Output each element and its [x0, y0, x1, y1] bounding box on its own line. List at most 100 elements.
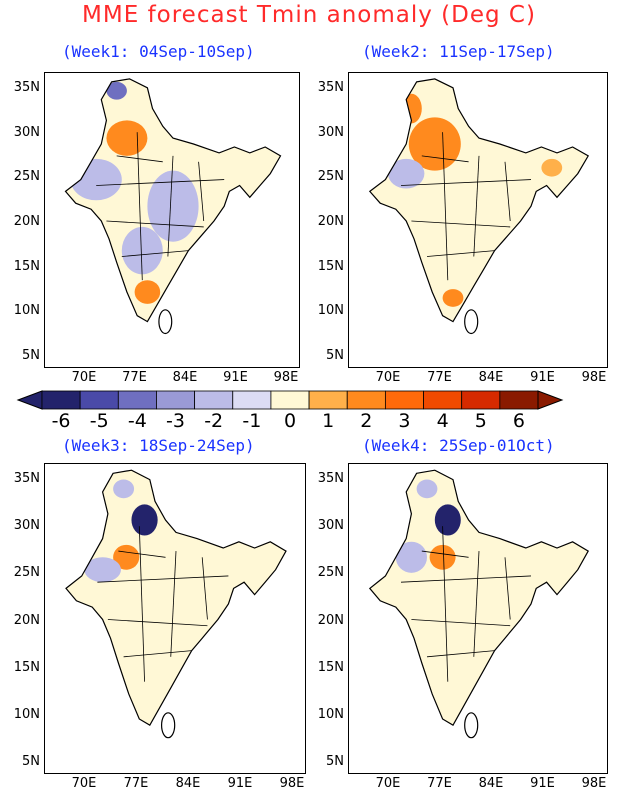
lat-label: 15N [317, 659, 344, 675]
anomaly-region [113, 479, 135, 499]
state-boundary [97, 575, 229, 583]
lon-label: 70E [71, 776, 97, 791]
lon-label: 70E [375, 776, 401, 791]
colorbar [16, 390, 564, 410]
anomaly-region [434, 504, 461, 536]
state-boundary [411, 220, 511, 228]
state-boundary [96, 179, 225, 186]
colorbar-swatch [461, 390, 501, 410]
anomaly-region [84, 557, 121, 583]
sri-lanka-outline [160, 712, 176, 739]
lon-label: 77E [123, 776, 149, 791]
colorbar-swatch [41, 390, 81, 410]
map-panel-week3 [44, 463, 306, 774]
map-panel-week1 [44, 72, 300, 368]
india-outline [64, 78, 282, 323]
state-boundary [426, 250, 495, 257]
state-boundary [421, 550, 469, 558]
state-boundary [118, 550, 166, 558]
lon-label: 91E [530, 370, 555, 385]
lat-label: 25N [317, 565, 344, 581]
colorbar-label: 6 [512, 410, 525, 432]
lat-label: 10N [317, 706, 344, 722]
lon-label: 91E [227, 776, 253, 791]
lat-label: 25N [13, 169, 40, 185]
state-boundary [106, 220, 204, 228]
lon-label: 84E [478, 370, 504, 385]
colorbar-label: -6 [51, 410, 71, 432]
state-boundary [121, 250, 189, 257]
colorbar-swatch [79, 390, 119, 410]
india-outline [65, 469, 287, 727]
colorbar-label: -5 [89, 410, 109, 432]
state-boundary [400, 179, 532, 186]
lat-label: 20N [317, 214, 344, 229]
lat-label: 30N [317, 518, 344, 534]
anomaly-region [388, 158, 425, 189]
colorbar-swatch [156, 390, 196, 410]
state-boundary [201, 557, 208, 620]
map-title: MME forecast Tmin anomaly (Deg C) [82, 2, 536, 28]
lon-label: 91E [223, 370, 248, 385]
colorbar-swatch [194, 390, 234, 410]
anomaly-region [416, 479, 438, 499]
map-canvas [368, 469, 590, 739]
state-boundary [107, 619, 208, 627]
panel-title-week3: (Week3: 18Sep-24Sep) [62, 436, 255, 455]
lat-label: 30N [317, 124, 344, 140]
state-boundary [473, 155, 480, 257]
anomaly-region [106, 81, 127, 100]
colorbar-label: 1 [322, 410, 335, 432]
lon-label: 98E [273, 370, 299, 385]
anomaly-region [442, 289, 464, 307]
lat-label: 15N [13, 659, 40, 675]
lon-label: 84E [172, 370, 198, 385]
lat-label: 10N [13, 303, 40, 319]
colorbar-swatch [423, 390, 463, 410]
colorbar-swatch [384, 390, 424, 410]
state-boundary [421, 155, 469, 163]
state-boundary [138, 526, 145, 682]
lat-label: 35N [13, 80, 40, 95]
state-boundary [123, 650, 192, 658]
colorbar-swatch [117, 390, 157, 410]
colorbar-label: -1 [242, 410, 262, 432]
anomaly-region [121, 226, 163, 275]
india-outline [368, 469, 590, 727]
colorbar-label: -2 [204, 410, 224, 432]
panel-title-week2: (Week2: 11Sep-17Sep) [362, 42, 555, 61]
lat-label: 25N [13, 565, 40, 581]
colorbar-label: -4 [127, 410, 147, 432]
lon-label: 77E [122, 370, 147, 385]
state-boundary [504, 161, 511, 222]
colorbar-label: -3 [166, 410, 185, 432]
colorbar-swatch [308, 390, 348, 410]
sri-lanka-outline [464, 712, 479, 739]
lat-label: 25N [317, 169, 344, 185]
anomaly-region [134, 280, 161, 304]
india-landmass [66, 470, 286, 726]
lon-label: 77E [427, 776, 452, 791]
lat-label: 35N [13, 471, 40, 486]
colorbar-label: 5 [474, 410, 487, 432]
lat-label: 5N [22, 754, 40, 769]
state-boundary [170, 551, 177, 657]
state-boundary [136, 132, 143, 281]
anomaly-region [408, 117, 461, 171]
lat-label: 20N [13, 214, 40, 229]
colorbar-arrow-left [16, 390, 43, 410]
india-landmass [369, 78, 589, 322]
colorbar-swatch [270, 390, 310, 410]
lat-label: 10N [317, 303, 344, 319]
sri-lanka-outline [464, 309, 479, 335]
state-boundary [442, 526, 449, 682]
lat-label: 35N [317, 471, 344, 486]
colorbar-arrow-right [537, 390, 564, 410]
colorbar-label: 0 [283, 410, 297, 432]
lat-label: 20N [317, 612, 344, 628]
map-panel-week4 [348, 463, 608, 774]
colorbar-label: 3 [398, 410, 411, 432]
lon-label: 98E [279, 776, 305, 791]
lat-label: 30N [13, 124, 40, 140]
anomaly-region [541, 158, 563, 177]
